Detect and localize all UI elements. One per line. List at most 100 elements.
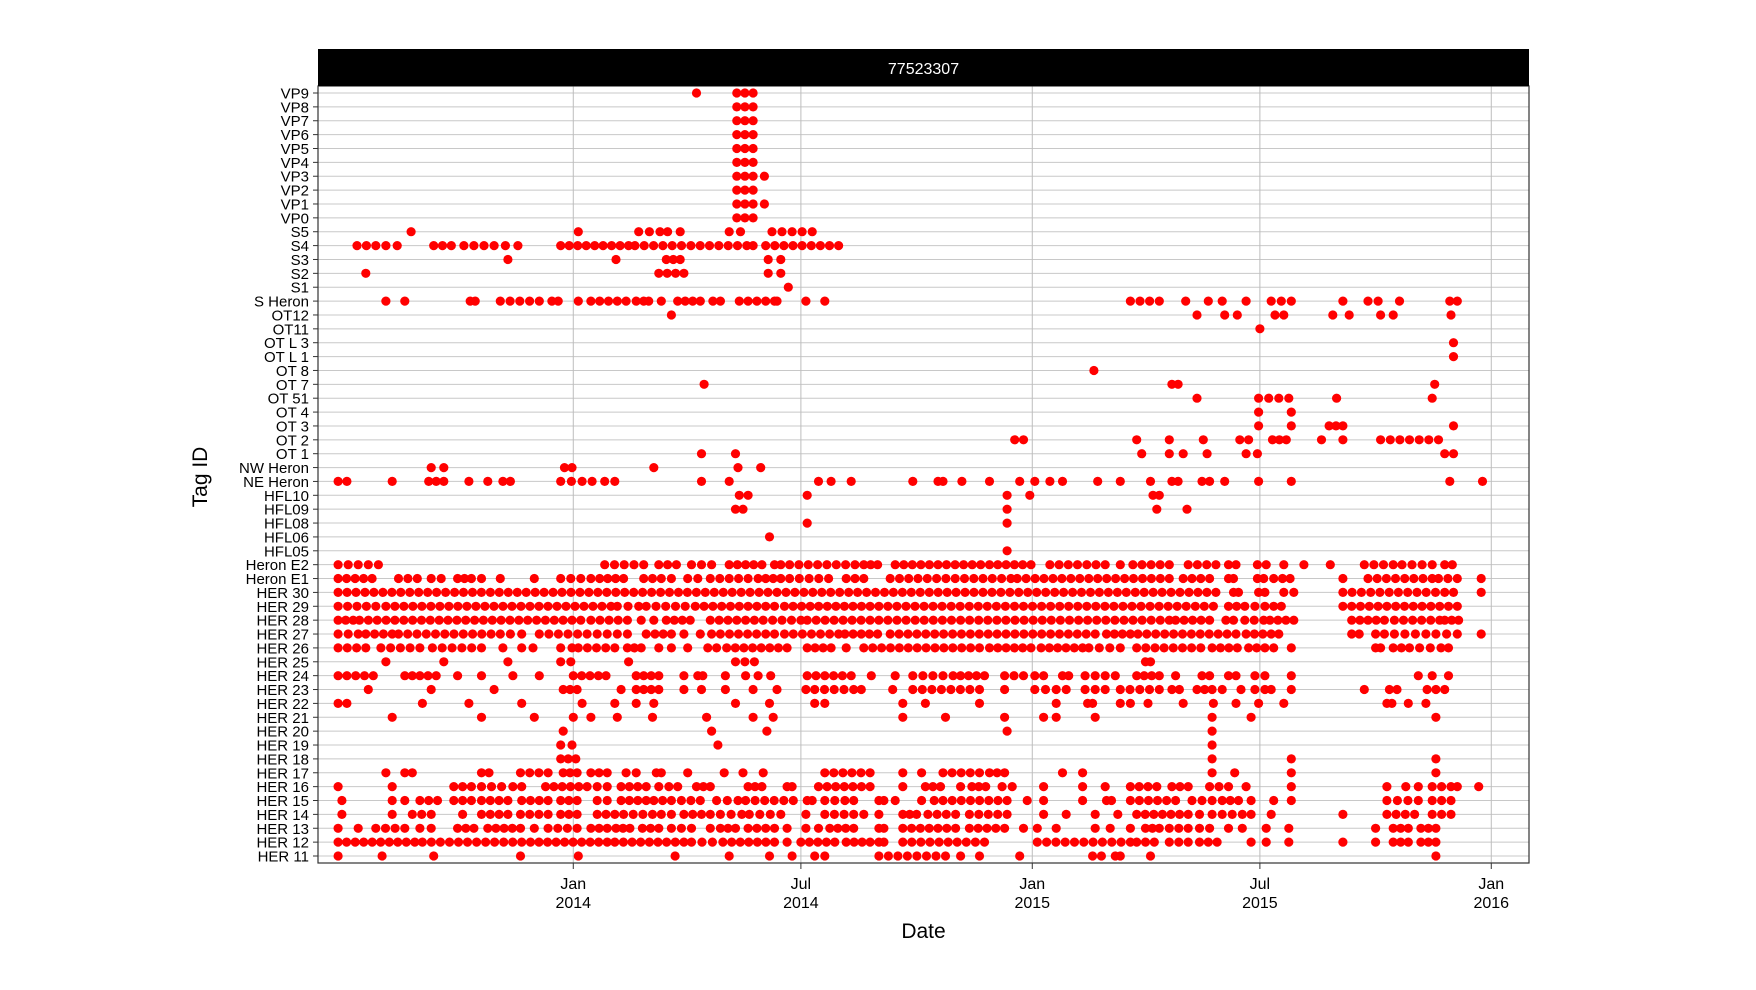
y-tick-label: HER 11 [258,849,309,866]
detection-point [1205,671,1215,681]
detection-point [928,671,938,681]
detection-point [565,684,575,695]
detection-point [1146,573,1156,584]
detection-point [525,837,536,847]
detection-point [1355,601,1366,611]
detection-point [573,241,583,251]
detection-point [1252,449,1262,459]
detection-point [607,241,617,251]
detection-point [489,684,499,695]
detection-point [1125,296,1135,306]
detection-point [598,241,608,251]
detection-point [556,657,566,667]
detection-point [705,823,715,833]
detection-point [1281,615,1291,625]
detection-point [740,213,750,223]
detection-point [754,587,764,598]
detection-point [431,671,441,681]
detection-point [1431,768,1441,778]
detection-point [677,615,687,625]
detection-point [1051,712,1061,722]
detection-point [616,795,626,806]
detection-point [1448,587,1459,598]
detection-point [1371,837,1381,847]
detection-point [1133,629,1143,639]
detection-point [768,573,778,584]
detection-point [782,837,792,847]
detection-point [1452,782,1462,792]
detection-point [974,643,985,653]
detection-point [577,476,587,486]
detection-point [1392,684,1402,695]
detection-point [1100,560,1110,570]
detection-point [1203,837,1213,847]
detection-point [849,795,859,806]
detection-point [1144,684,1155,695]
detection-point [838,768,848,778]
detection-point [1148,587,1158,598]
detection-point [1002,504,1012,514]
detection-point [1338,573,1348,584]
detection-point [815,629,826,639]
detection-point [966,643,976,653]
detection-point [753,671,763,681]
detection-point [1088,837,1098,847]
detection-point [1426,615,1436,625]
y-tick-label: HER 16 [256,779,309,796]
detection-point [586,712,596,722]
detection-point [714,615,724,625]
detection-point [1115,698,1125,709]
detection-point [1069,643,1079,653]
detection-point [549,615,559,625]
detection-point [727,837,737,847]
detection-point [691,587,702,598]
detection-point [408,601,418,611]
detection-point [592,629,602,639]
detection-point [776,573,786,584]
detection-point [1097,837,1107,847]
detection-point [1039,809,1049,820]
detection-point [997,782,1007,792]
detection-point [839,782,849,792]
detection-point [707,629,717,639]
detection-point [497,782,507,792]
detection-point [387,795,397,806]
detection-point [735,227,746,237]
detection-point [983,629,993,639]
detection-point [1384,587,1394,598]
detection-point [1207,643,1217,653]
detection-point [987,573,997,584]
detection-point [453,601,463,611]
detection-point [1187,795,1197,806]
detection-point [1214,782,1224,792]
detection-point [417,601,427,611]
detection-point [1194,809,1205,820]
detection-point [898,768,908,778]
y-tick-label: HER 18 [256,751,309,768]
facet-label: 77523307 [888,61,959,78]
y-tick-label: S2 [291,266,309,283]
detection-point [1181,601,1191,611]
detection-point [529,712,539,722]
detection-point [984,795,994,806]
detection-point [894,629,904,639]
detection-point [618,837,629,847]
detection-point [586,823,596,833]
detection-point [1266,684,1276,695]
detection-point [1018,601,1029,611]
detection-point [1207,809,1217,820]
detection-point [1354,629,1364,639]
detection-point [476,643,487,653]
detection-point [874,809,884,820]
detection-point [1249,615,1259,625]
detection-point [1118,601,1128,611]
detection-point [466,795,476,806]
detection-point [532,615,542,625]
detection-point [342,837,352,847]
detection-point [503,587,513,598]
detection-point [1042,837,1052,847]
detection-point [621,296,631,306]
detection-point [1021,573,1031,584]
y-tick-label: Heron E2 [246,557,309,574]
y-tick-label: HER 15 [256,793,309,810]
